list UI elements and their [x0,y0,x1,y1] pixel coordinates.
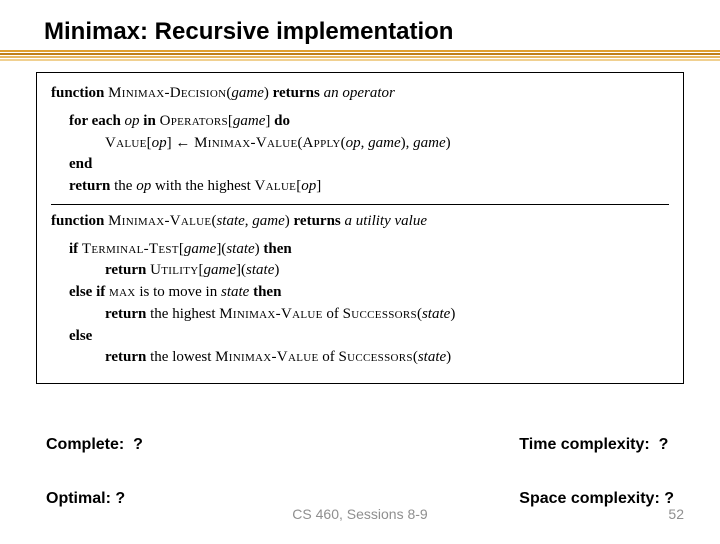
fn-minimax-value: Minimax-Value [219,306,322,322]
pseudocode-box: function Minimax-Decision(game) returns … [36,72,684,384]
kw-do: do [274,113,290,129]
kw-function: function [51,85,104,101]
var-game: game [233,113,266,129]
var-state: state [221,284,249,300]
properties-left: Complete: ? Optimal: ? [46,400,143,544]
kw-then: then [263,241,291,257]
foreach-line: for each op in Operators[game] do [51,111,669,133]
kw-return: return [105,262,146,278]
kw-foreach: for each [69,113,121,129]
txt-move-in: is to move in [136,284,221,300]
fn-minimax-value: Minimax-Value [194,135,297,151]
footer-text: CS 460, Sessions 8-9 [0,506,720,522]
func2-signature: function Minimax-Value(state, game) retu… [51,211,669,233]
var-game: game [204,262,237,278]
fn-value: Value [105,135,147,151]
elseif-line: else if max is to move in state then [51,282,669,304]
kw-return: return [69,178,110,194]
func1-signature: function Minimax-Decision(game) returns … [51,83,669,105]
kw-returns: returns [294,213,341,229]
fn-operators: Operators [160,113,228,129]
fn-utility: Utility [150,262,198,278]
player-max: max [109,284,136,300]
fn-value: Value [255,178,297,194]
var-op: op [346,135,361,151]
kw-returns: returns [273,85,320,101]
kw-else: else [51,326,669,348]
slide: Minimax: Recursive implementation functi… [0,0,720,540]
kw-end: end [51,154,669,176]
kw-in: in [143,113,156,129]
underline-stripe [0,50,720,52]
return-utility-line: return Utility[game](state) [51,260,669,282]
return-line: return the op with the highest Value[op] [51,176,669,198]
arg-game: game [231,85,264,101]
func1-name: Minimax-Decision [108,85,226,101]
var-op: op [301,178,316,194]
slide-title: Minimax: Recursive implementation [36,18,684,46]
var-op: op [152,135,167,151]
var-state: state [418,349,446,365]
kw-elseif: else if [69,284,105,300]
var-state: state [246,262,274,278]
var-state: state [226,241,254,257]
kw-then: then [253,284,281,300]
page-number: 52 [668,506,684,522]
txt-lowest: the lowest [150,349,211,365]
divider-line [51,204,669,205]
ret-type: a utility value [345,213,427,229]
fn-successors: Successors [343,306,417,322]
fn-terminal-test: Terminal-Test [82,241,179,257]
txt-of: of [322,349,335,365]
properties-right: Time complexity: ? Space complexity: ? [519,400,674,544]
kw-return: return [105,306,146,322]
title-underline [36,50,684,62]
var-op: op [125,113,140,129]
var-state: state [422,306,450,322]
return-lowest-line: return the lowest Minimax-Value of Succe… [51,347,669,369]
ret-type: an operator [324,85,395,101]
prop-time: Time complexity: ? [519,436,674,454]
fn-successors: Successors [338,349,412,365]
txt-with-highest: with the highest [155,178,251,194]
return-highest-line: return the highest Minimax-Value of Succ… [51,304,669,326]
txt-of: of [326,306,339,322]
arg-state: state [216,213,244,229]
fn-apply: Apply [303,135,341,151]
prop-complete: Complete: ? [46,436,143,454]
underline-stripe [0,53,720,55]
kw-function: function [51,213,104,229]
var-game: game [413,135,446,151]
kw-return: return [105,349,146,365]
var-op: op [136,178,151,194]
var-game: game [184,241,217,257]
func2-name: Minimax-Value [108,213,211,229]
if-line: if Terminal-Test[game](state) then [51,239,669,261]
kw-if: if [69,241,78,257]
var-game: game [368,135,401,151]
underline-stripe [0,59,720,61]
fn-minimax-value: Minimax-Value [215,349,318,365]
txt-highest: the highest [150,306,215,322]
underline-stripe [0,56,720,58]
arg-game: game [252,213,285,229]
txt-the: the [114,178,132,194]
assign-line: Value[op] ← Minimax-Value(Apply(op, game… [51,133,669,155]
properties-row: Complete: ? Optimal: ? Time complexity: … [36,400,684,544]
arrow-icon: ← [175,135,190,151]
